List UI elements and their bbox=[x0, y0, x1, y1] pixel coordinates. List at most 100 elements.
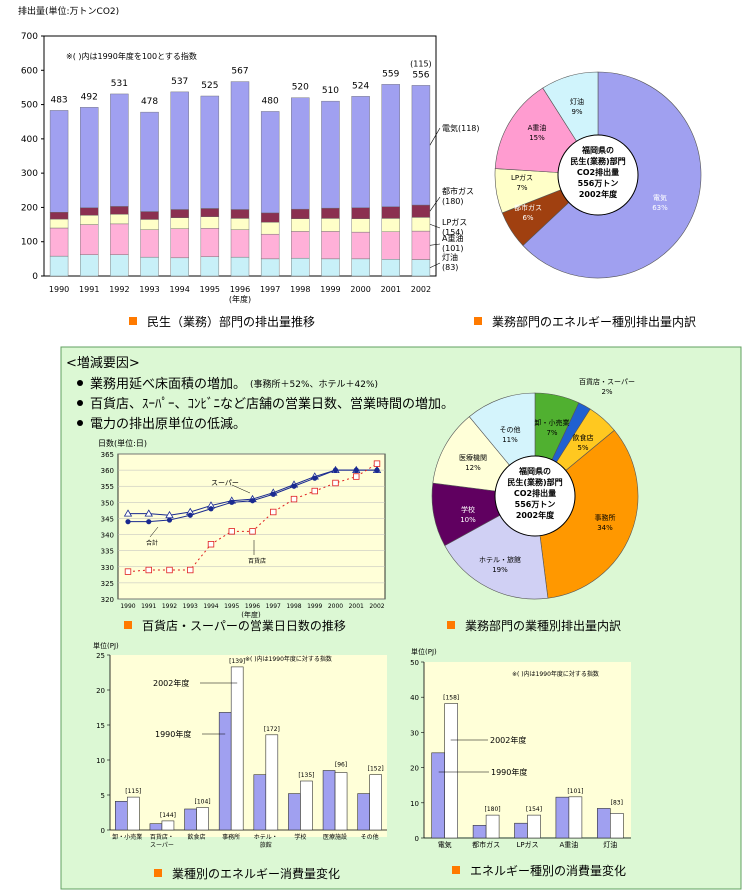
bar-total-label: 483 bbox=[50, 95, 67, 105]
bar bbox=[431, 752, 446, 839]
bar bbox=[485, 814, 500, 839]
bar-segment bbox=[49, 255, 69, 277]
x-tick-label: 旅館 bbox=[260, 841, 272, 849]
series-label: 百貨店 bbox=[248, 557, 266, 565]
total-index-label: (115) bbox=[410, 59, 432, 68]
pie-slice-pct: 12% bbox=[465, 464, 481, 472]
days-chart-caption: 百貨店・スーパーの営業日日数の推移 bbox=[142, 618, 346, 633]
y-tick-label: 350 bbox=[101, 499, 114, 507]
stack-chart-caption: 民生（業務）部門の排出量推移 bbox=[147, 314, 315, 329]
series-point bbox=[125, 519, 131, 525]
bar-segment bbox=[321, 218, 340, 232]
x-tick-label: 灯油 bbox=[603, 840, 617, 849]
y-tick-label: 15 bbox=[96, 722, 105, 730]
x-tick-label: ホテル・ bbox=[254, 834, 278, 841]
x-tick-label: 1995 bbox=[200, 285, 220, 294]
bar bbox=[596, 808, 611, 839]
series-point bbox=[187, 512, 193, 518]
x-tick-label: 百貨店・ bbox=[150, 833, 174, 841]
series-point bbox=[123, 509, 133, 517]
bar-segment bbox=[170, 217, 189, 229]
bar bbox=[369, 774, 382, 831]
x-tick-label: 1998 bbox=[290, 285, 310, 294]
index-note: ※( )内は1990年度を100とする指数 bbox=[66, 51, 197, 61]
bar-segment bbox=[411, 230, 431, 260]
bar bbox=[149, 823, 163, 831]
y-tick-label: 50 bbox=[410, 659, 419, 667]
pie-center-label: 556万トン bbox=[515, 500, 556, 509]
y-tick-label: 700 bbox=[21, 32, 38, 42]
bar-total-label: 537 bbox=[171, 77, 188, 87]
series-point bbox=[207, 541, 215, 548]
series-label: スーパー bbox=[211, 479, 239, 487]
bar bbox=[161, 820, 175, 831]
pie-slice-label: 飲食店 bbox=[573, 433, 594, 442]
pie-center-label: 民生(業務)部門 bbox=[570, 156, 625, 166]
y-tick-label: 20 bbox=[96, 687, 105, 695]
y-tick-label: 500 bbox=[21, 101, 38, 111]
bar-segment bbox=[411, 204, 431, 218]
series-point bbox=[332, 467, 339, 473]
bar-segment bbox=[200, 216, 220, 229]
pie-center-label: CO2排出量 bbox=[577, 167, 619, 177]
x-tick-label: 都市ガス bbox=[472, 840, 500, 849]
bar bbox=[514, 822, 528, 839]
pie-slice-label: 卸・小売業 bbox=[535, 418, 570, 427]
bar-segment bbox=[49, 218, 69, 229]
bar-segment bbox=[321, 231, 340, 260]
bar-segment bbox=[80, 107, 99, 208]
series-point bbox=[270, 491, 276, 497]
bar-segment bbox=[291, 257, 310, 277]
bar-segment bbox=[110, 223, 129, 255]
y-tick-label: 345 bbox=[101, 515, 114, 523]
pie-slice-pct: 6% bbox=[522, 214, 533, 222]
industry-energy-bar-chart: 単位(PJ) ※( )内は1990年度に対する指数 0 5 10 15 20 25 [115] 卸… bbox=[93, 641, 387, 881]
pie-center-label: CO2排出量 bbox=[514, 488, 556, 498]
y-tick-label: 325 bbox=[101, 580, 114, 588]
callout-label: 2002年度 bbox=[153, 678, 189, 688]
pie-slice-label: LPガス bbox=[511, 173, 533, 182]
series-point bbox=[270, 508, 277, 516]
stack-chart-caption-marker bbox=[129, 317, 137, 325]
bar bbox=[609, 813, 624, 839]
pie-center-label: 福岡県の bbox=[581, 145, 614, 155]
y-tick-label: 300 bbox=[21, 169, 38, 179]
series-point bbox=[353, 473, 360, 480]
x-tick-label: 1999 bbox=[307, 603, 322, 610]
bar-segment bbox=[80, 224, 99, 255]
bar-segment bbox=[200, 256, 220, 277]
x-tick-label: その他 bbox=[361, 833, 379, 841]
bar bbox=[230, 666, 244, 831]
bar-segment bbox=[321, 207, 340, 219]
bar-index-label: [144] bbox=[160, 812, 176, 819]
energy-bars-background bbox=[424, 662, 631, 837]
y-tick-label: 40 bbox=[410, 694, 419, 702]
bar-segment bbox=[260, 233, 280, 260]
x-tick-label: LPガス bbox=[516, 840, 538, 849]
factor-text: 電力の排出原単位の低減。 bbox=[90, 416, 246, 432]
y-tick-label: 5 bbox=[101, 792, 105, 800]
bar-segment bbox=[411, 85, 431, 206]
x-tick-label: 1999 bbox=[320, 285, 340, 294]
bar-segment bbox=[49, 227, 69, 257]
pie-slice-pct: 10% bbox=[460, 516, 476, 524]
energy-pie-caption-marker bbox=[474, 317, 482, 325]
bar-segment bbox=[291, 218, 310, 232]
y-axis-label: 単位(PJ) bbox=[93, 641, 119, 650]
pie-slice-label: 医療機関 bbox=[459, 453, 487, 462]
series-leader bbox=[149, 526, 159, 538]
pie-slice-pct: 63% bbox=[652, 204, 668, 212]
x-tick-label: 電気 bbox=[438, 840, 452, 849]
series-point bbox=[373, 460, 381, 467]
factor-bullet bbox=[77, 400, 83, 406]
series-point bbox=[311, 487, 318, 495]
x-tick-label: 2000 bbox=[350, 285, 370, 294]
legend-leader bbox=[429, 223, 441, 229]
x-tick-label: A重油 bbox=[560, 840, 579, 849]
series-point bbox=[249, 528, 256, 535]
x-tick-label: 飲食店 bbox=[188, 833, 206, 841]
pie-center bbox=[494, 455, 576, 537]
bar-segment bbox=[351, 218, 370, 233]
x-tick-label: 1995 bbox=[224, 603, 239, 610]
